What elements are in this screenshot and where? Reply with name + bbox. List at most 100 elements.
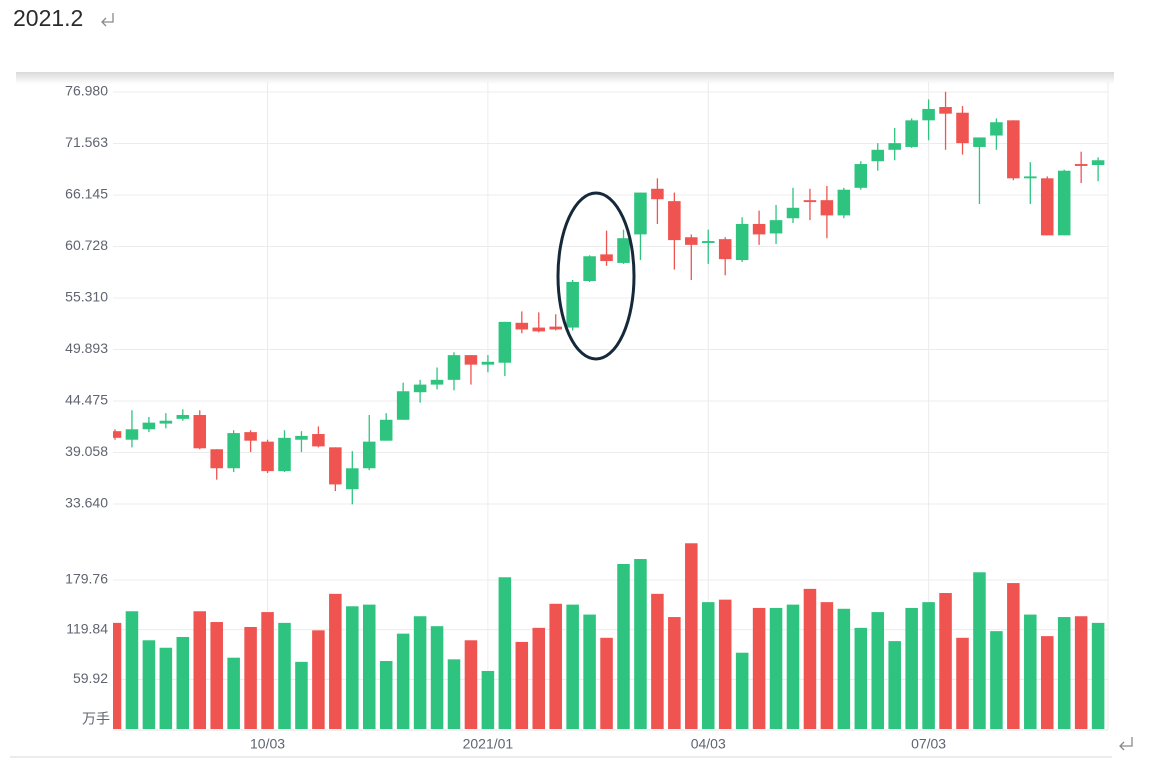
y-tick-label: 60.728	[65, 237, 108, 253]
candle-body	[939, 107, 952, 114]
volume-bar	[905, 607, 918, 729]
volume-bar	[956, 637, 969, 729]
candle-body	[498, 321, 512, 363]
y-tick-label: 76.980	[65, 83, 108, 99]
volume-bar	[329, 593, 342, 729]
candle-body	[600, 254, 613, 262]
y-tick-label: 33.640	[65, 495, 108, 511]
candle-body	[464, 355, 478, 365]
candle-body	[396, 391, 410, 420]
paragraph-mark	[1119, 737, 1133, 751]
candle-body	[1091, 160, 1105, 166]
volume-bar	[1040, 636, 1054, 729]
candle-body	[718, 239, 732, 260]
volume-bar	[922, 602, 935, 729]
volume-tick-label: 119.84	[66, 620, 108, 636]
highlight-ellipse	[556, 191, 636, 361]
volume-bar	[752, 607, 766, 729]
volume-bar	[549, 603, 562, 729]
chart-top-shadow	[16, 72, 1114, 84]
volume-bar	[617, 563, 630, 729]
volume-bar	[113, 622, 122, 729]
volume-bar	[413, 616, 427, 729]
volume-bar	[820, 602, 834, 729]
volume-bar	[701, 602, 715, 729]
volume-bar	[396, 633, 410, 729]
candle-body	[905, 120, 918, 147]
volume-bar	[990, 631, 1003, 729]
volume-bar	[430, 626, 444, 729]
volume-bar	[193, 611, 207, 729]
volume-bar	[786, 604, 800, 729]
candle-body	[295, 435, 308, 440]
heading: 2021.2	[13, 5, 83, 31]
candle-body	[515, 322, 529, 330]
candle-body	[990, 122, 1003, 136]
candle-body	[430, 379, 444, 385]
volume-bar	[159, 647, 173, 729]
candle-body	[922, 108, 935, 121]
y-tick-label: 44.475	[65, 392, 108, 408]
candle-body	[583, 256, 596, 281]
volume-bar	[481, 670, 495, 729]
candle-body	[837, 189, 851, 216]
volume-bar	[939, 593, 952, 729]
volume-unit-label: 万手	[82, 711, 110, 727]
volume-bar	[447, 659, 461, 729]
y-tick-label: 66.145	[65, 186, 108, 202]
candle-body	[312, 434, 325, 447]
volume-bar	[464, 640, 478, 729]
candle-body	[668, 201, 681, 241]
volume-bar	[769, 607, 783, 729]
candle-body	[1040, 178, 1054, 236]
volume-bar	[718, 599, 732, 729]
volume-bar	[532, 627, 546, 729]
volume-bar	[854, 627, 868, 729]
candle-body	[973, 137, 986, 147]
candle-body	[125, 429, 139, 440]
candle-body	[871, 149, 885, 162]
volume-bar	[176, 636, 190, 729]
volume-bar	[295, 661, 308, 729]
candle-body	[1057, 170, 1071, 236]
paragraph-mark	[101, 13, 114, 27]
volume-bar	[888, 641, 901, 729]
y-tick-label: 71.563	[65, 134, 108, 150]
volume-bar	[379, 661, 393, 729]
candle-body	[346, 468, 359, 490]
volume-bar	[803, 588, 817, 729]
candle-body	[532, 327, 546, 332]
x-tick-label: 2021/01	[463, 736, 514, 752]
volume-bar	[871, 612, 885, 729]
candle-body	[1007, 120, 1020, 179]
y-tick-label: 49.893	[65, 340, 108, 356]
candle-body	[362, 441, 376, 469]
volume-bar	[566, 604, 579, 729]
volume-bar	[1024, 614, 1037, 729]
volume-bar	[312, 630, 325, 729]
y-tick-label: 55.310	[65, 289, 108, 305]
candle-body	[820, 200, 834, 216]
candle-body	[210, 449, 223, 469]
label-layer: 33.640 39.058 44.475 49.893 55.310 60.728 66.1…	[65, 83, 946, 752]
candle-body	[634, 192, 647, 235]
volume-bar	[973, 572, 986, 729]
volume-bar	[498, 577, 512, 729]
candle-body	[261, 441, 274, 472]
candle-body	[481, 361, 495, 365]
candle-body	[159, 420, 173, 424]
candle-body	[956, 112, 969, 144]
volume-bar	[142, 640, 156, 729]
candle-body	[379, 419, 393, 441]
candle-body	[803, 200, 817, 203]
volume-bar	[278, 622, 291, 729]
volume-bar	[362, 604, 376, 729]
mark-layer	[113, 91, 1105, 729]
volume-bar	[125, 611, 139, 729]
volume-bar	[210, 622, 223, 729]
candle-body	[735, 223, 749, 261]
candle-body	[752, 223, 766, 235]
volume-bar	[651, 593, 664, 729]
